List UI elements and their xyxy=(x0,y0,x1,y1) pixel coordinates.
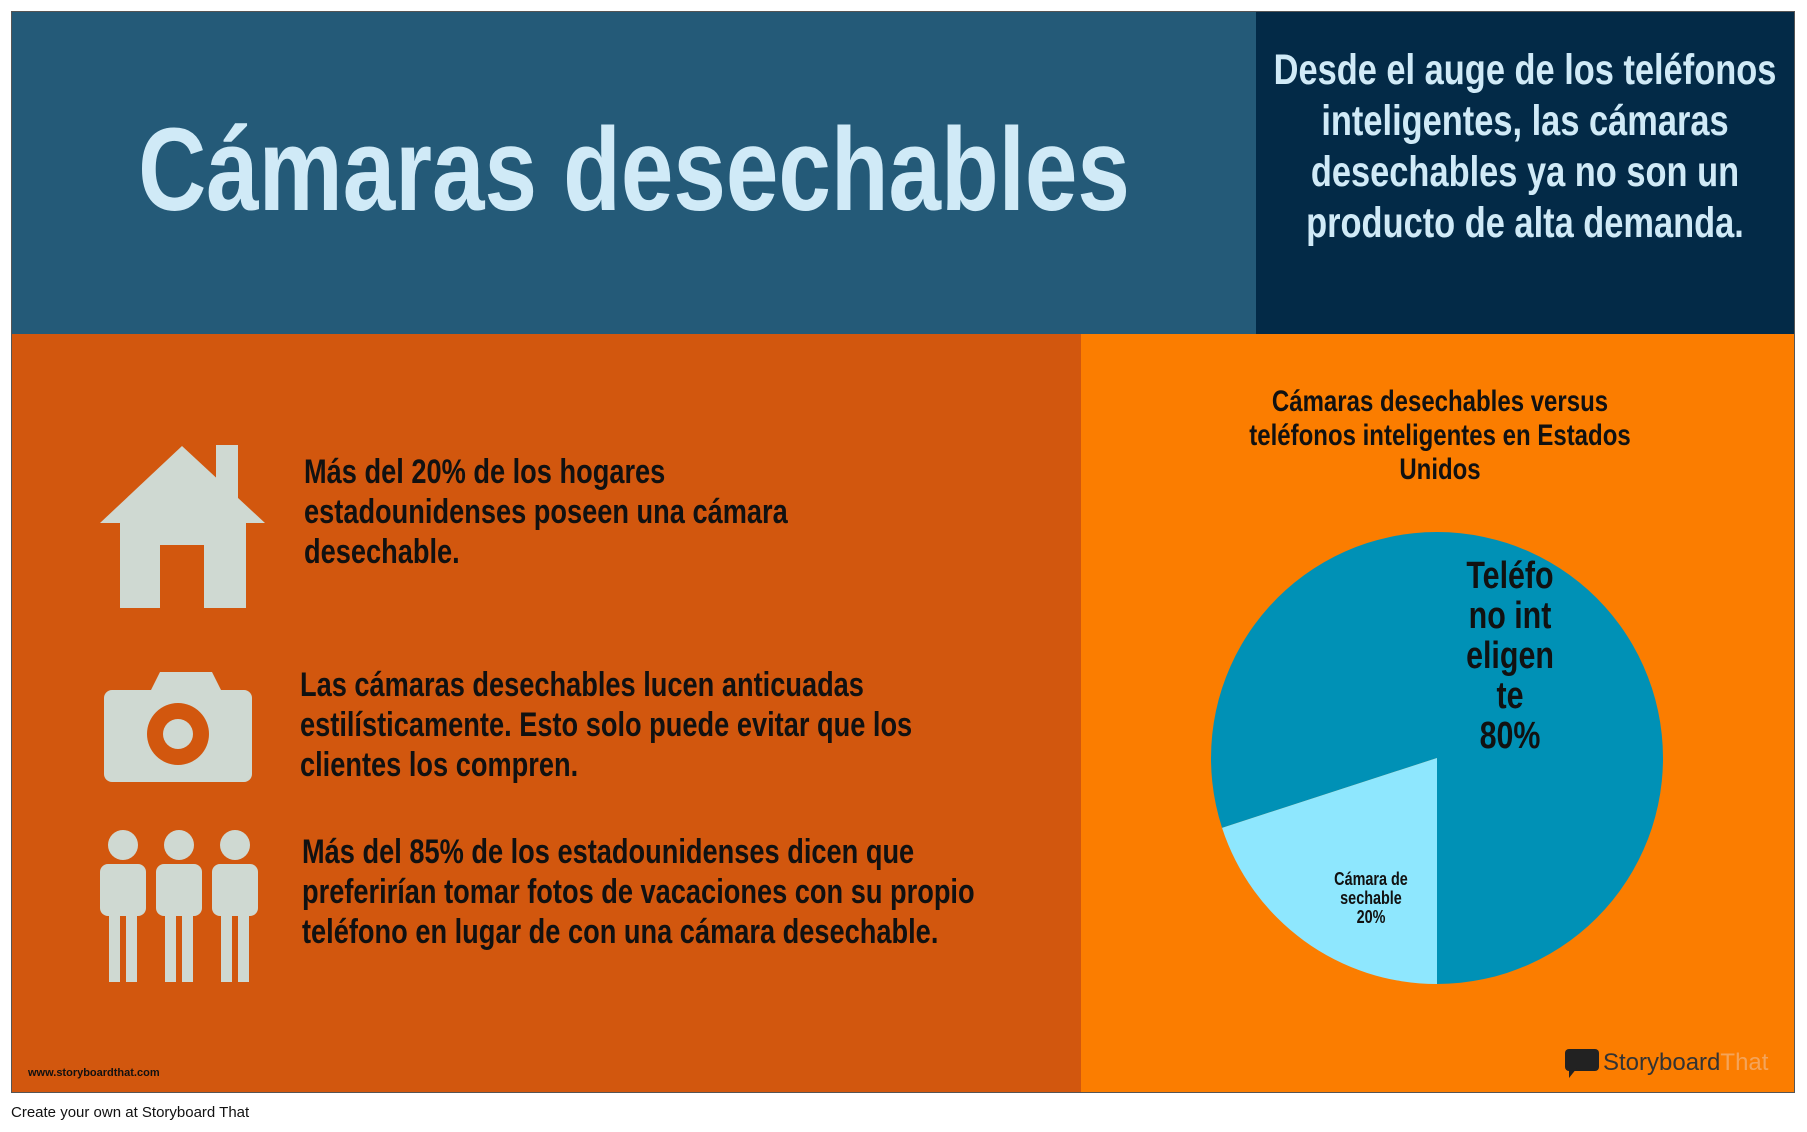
slice-value: 80% xyxy=(1479,715,1541,757)
slice-value: 20% xyxy=(1356,907,1386,927)
camera-icon xyxy=(104,672,252,782)
chart-title: Cámaras desechables versus teléfonos int… xyxy=(1249,385,1631,486)
site-url: www.storyboardthat.com xyxy=(28,1067,160,1079)
slice-name: Cámara desechable xyxy=(1334,869,1408,908)
slice-label: Cámara desechable 20% xyxy=(1331,870,1411,927)
brand-name: Storyboard xyxy=(1603,1049,1721,1076)
pie-chart xyxy=(1211,532,1663,984)
title: Cámaras desechables xyxy=(138,104,1130,236)
icons xyxy=(100,445,265,982)
intro-text: Desde el auge de los teléfonos inteligen… xyxy=(1273,46,1777,247)
house-icon xyxy=(100,445,265,608)
brand-suffix: That xyxy=(1720,1049,1769,1076)
people-icon xyxy=(100,830,258,982)
fact: Más del 85% de los estadounidenses dicen… xyxy=(302,833,975,951)
border xyxy=(11,11,1795,1093)
brand-icon xyxy=(1565,1049,1599,1078)
slice-label: Teléfono inteligente 80% xyxy=(1466,556,1554,756)
brand-logo: Storyboard That xyxy=(1563,1046,1768,1080)
intro-box xyxy=(1256,12,1794,334)
fact: Las cámaras desechables lucen anticuadas… xyxy=(300,666,913,784)
fact: Más del 20% de los hogares estadounidens… xyxy=(304,453,788,571)
pie-slice xyxy=(1222,758,1437,984)
header-band xyxy=(12,12,1256,334)
slice-name: Teléfono inteligente xyxy=(1466,555,1554,717)
credit: Create your own at Storyboard That xyxy=(11,1104,250,1121)
